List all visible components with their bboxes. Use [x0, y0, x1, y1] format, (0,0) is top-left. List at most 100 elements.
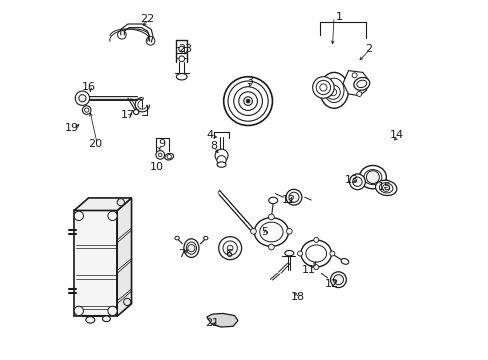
Circle shape: [146, 37, 155, 45]
Ellipse shape: [183, 239, 199, 257]
Ellipse shape: [186, 242, 196, 254]
Ellipse shape: [319, 72, 348, 108]
Ellipse shape: [164, 153, 173, 160]
Circle shape: [319, 84, 326, 91]
Circle shape: [123, 298, 131, 306]
Text: 19: 19: [65, 123, 79, 133]
Text: 14: 14: [389, 130, 403, 140]
Circle shape: [313, 237, 318, 242]
Circle shape: [215, 149, 227, 162]
Circle shape: [117, 31, 126, 39]
Circle shape: [223, 77, 272, 126]
Circle shape: [167, 154, 171, 159]
Circle shape: [75, 91, 89, 105]
Ellipse shape: [324, 78, 344, 103]
Text: 2: 2: [364, 44, 371, 54]
Circle shape: [156, 150, 164, 159]
Text: 6: 6: [224, 248, 231, 258]
Circle shape: [217, 156, 226, 165]
Circle shape: [316, 80, 330, 95]
Polygon shape: [74, 198, 131, 211]
Circle shape: [268, 244, 274, 250]
Text: 7: 7: [178, 248, 185, 258]
Circle shape: [325, 85, 340, 99]
Circle shape: [223, 241, 237, 255]
Circle shape: [158, 153, 162, 157]
Text: 13: 13: [345, 175, 358, 185]
Circle shape: [244, 97, 252, 105]
Ellipse shape: [102, 316, 110, 321]
Circle shape: [285, 189, 301, 205]
Circle shape: [218, 237, 241, 260]
Text: 21: 21: [205, 319, 219, 328]
Circle shape: [366, 171, 379, 184]
Ellipse shape: [268, 197, 277, 204]
Circle shape: [268, 214, 274, 220]
Circle shape: [286, 228, 292, 234]
Circle shape: [288, 192, 298, 202]
Text: 16: 16: [81, 82, 95, 92]
Text: 15: 15: [377, 182, 390, 192]
Circle shape: [351, 73, 356, 78]
Circle shape: [227, 245, 233, 251]
Circle shape: [84, 108, 89, 112]
Circle shape: [82, 106, 91, 114]
Circle shape: [297, 251, 302, 256]
Circle shape: [356, 91, 361, 96]
Circle shape: [117, 199, 124, 206]
Text: 10: 10: [149, 162, 163, 172]
Circle shape: [246, 99, 249, 103]
Ellipse shape: [356, 80, 366, 87]
Text: 20: 20: [88, 139, 102, 149]
Circle shape: [313, 265, 318, 270]
Ellipse shape: [85, 317, 95, 323]
Text: 17: 17: [121, 111, 135, 121]
Circle shape: [79, 95, 86, 102]
Text: 1: 1: [335, 12, 342, 22]
Ellipse shape: [259, 222, 283, 242]
Text: 4: 4: [206, 130, 214, 140]
Text: 23: 23: [178, 44, 192, 54]
Circle shape: [227, 81, 267, 121]
Text: 12: 12: [325, 279, 339, 289]
Ellipse shape: [175, 236, 179, 240]
Circle shape: [360, 82, 365, 87]
Circle shape: [330, 272, 346, 288]
Circle shape: [312, 77, 333, 98]
Polygon shape: [117, 198, 131, 316]
Ellipse shape: [203, 236, 207, 240]
Circle shape: [329, 89, 336, 96]
Circle shape: [352, 177, 362, 186]
Circle shape: [187, 244, 195, 252]
Ellipse shape: [285, 251, 293, 256]
Polygon shape: [74, 211, 117, 316]
Ellipse shape: [217, 162, 225, 167]
Ellipse shape: [254, 218, 288, 246]
Text: 18: 18: [291, 292, 305, 302]
Text: 22: 22: [140, 14, 155, 24]
Circle shape: [108, 306, 117, 316]
Circle shape: [179, 56, 184, 62]
Text: 3: 3: [246, 76, 253, 86]
Circle shape: [382, 184, 389, 192]
Ellipse shape: [359, 166, 386, 189]
Ellipse shape: [176, 73, 187, 80]
Circle shape: [74, 306, 83, 316]
Ellipse shape: [353, 77, 369, 90]
Text: 5: 5: [260, 227, 267, 237]
Text: 8: 8: [210, 141, 217, 151]
Polygon shape: [206, 314, 238, 327]
Polygon shape: [343, 71, 367, 96]
Ellipse shape: [305, 245, 326, 262]
Ellipse shape: [379, 183, 392, 193]
Ellipse shape: [375, 180, 396, 195]
Circle shape: [108, 211, 117, 221]
Circle shape: [238, 92, 257, 111]
Ellipse shape: [301, 240, 331, 267]
Ellipse shape: [341, 258, 348, 264]
Text: 9: 9: [158, 139, 165, 149]
Circle shape: [250, 228, 256, 234]
Circle shape: [349, 174, 365, 190]
Circle shape: [179, 46, 184, 52]
Circle shape: [74, 211, 83, 221]
